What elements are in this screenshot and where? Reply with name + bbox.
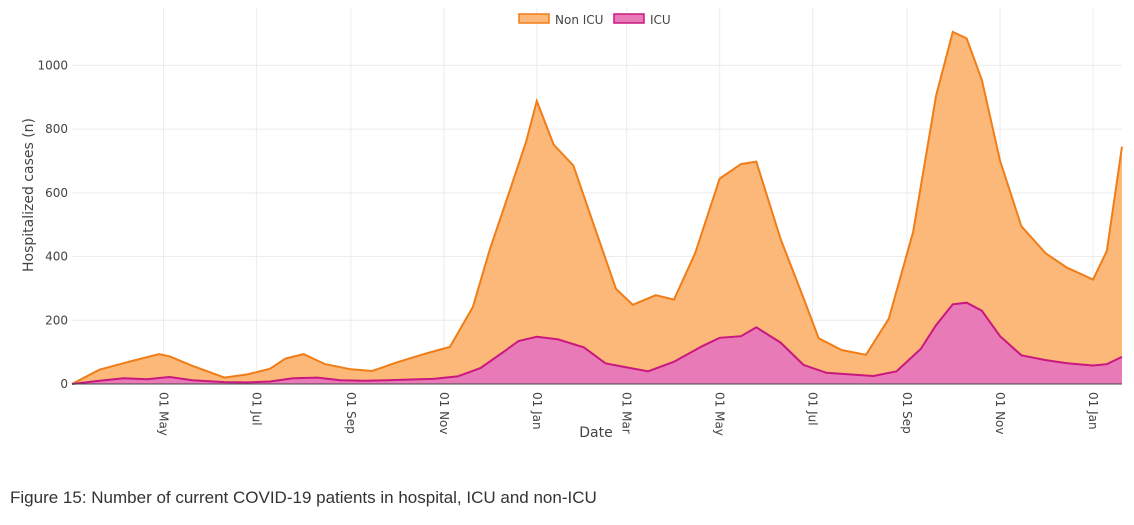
x-tick-label: 01 Jul [249,392,263,426]
x-tick-label: 01 May [713,392,727,436]
legend-swatch [613,13,645,24]
y-tick-label: 400 [45,250,68,264]
x-tick-label: 01 Nov [993,392,1007,435]
figure-caption: Figure 15: Number of current COVID-19 pa… [10,488,597,507]
y-tick-label: 600 [45,186,68,200]
x-axis-title: Date [579,425,612,441]
legend-label: ICU [650,13,671,27]
legend-label: Non ICU [555,13,603,27]
x-tick-label: 01 May [156,392,170,436]
legend-item: ICU [613,13,671,27]
x-tick-label: 01 Sep [344,392,358,434]
chart-container: 0 200 400 600 800 1000 01 May 01 Jul 01 Sep 01 N… [21,8,1123,441]
non-icu-area [72,31,1122,385]
non-icu-line [71,30,1123,385]
data-areas [71,30,1123,385]
axes: 0 200 400 600 800 1000 01 May 01 Jul 01 Sep 01 N… [21,58,1100,441]
y-axis-ticks: 0 200 400 600 800 1000 [37,58,68,391]
x-tick-label: 01 Jan [530,392,544,430]
legend: Non ICU ICU [518,13,671,27]
y-tick-label: 0 [60,377,68,391]
y-tick-label: 1000 [37,58,68,72]
x-axis-ticks: 01 May 01 Jul 01 Sep 01 Nov 01 Jan 01 Mar 01 M… [156,392,1100,436]
x-tick-label: 01 Jan [1086,392,1100,430]
y-tick-label: 800 [45,122,68,136]
x-tick-label: 01 Mar [620,392,634,434]
y-axis-title: Hospitalized cases (n) [21,118,37,272]
hospitalization-area-chart: 0 200 400 600 800 1000 01 May 01 Jul 01 Sep 01 N… [21,8,1123,441]
legend-swatch [518,13,550,24]
y-tick-label: 200 [45,313,68,327]
legend-item: Non ICU [518,13,603,27]
x-tick-label: 01 Sep [900,392,914,434]
icu-line [71,301,1123,385]
x-tick-label: 01 Nov [437,392,451,435]
x-tick-label: 01 Jul [806,392,820,426]
icu-area [72,302,1122,384]
